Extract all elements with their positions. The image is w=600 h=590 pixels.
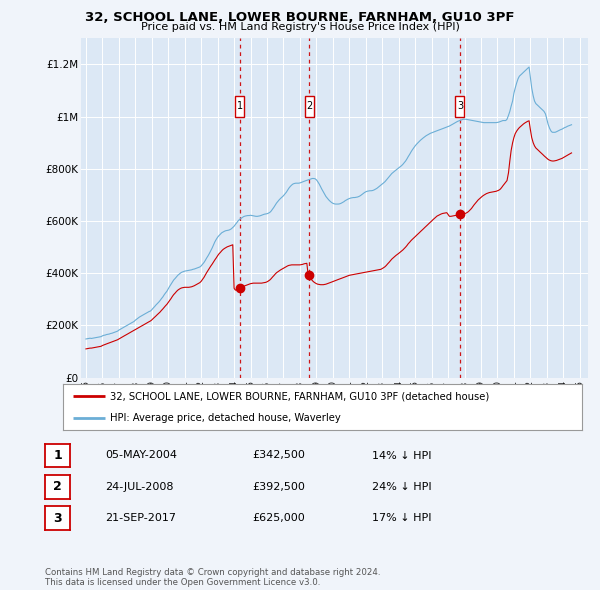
Text: £342,500: £342,500 bbox=[252, 451, 305, 460]
Text: Price paid vs. HM Land Registry's House Price Index (HPI): Price paid vs. HM Land Registry's House … bbox=[140, 22, 460, 32]
Text: 1: 1 bbox=[53, 449, 62, 462]
Text: £625,000: £625,000 bbox=[252, 513, 305, 523]
FancyBboxPatch shape bbox=[235, 96, 244, 117]
Text: 21-SEP-2017: 21-SEP-2017 bbox=[105, 513, 176, 523]
Text: 24% ↓ HPI: 24% ↓ HPI bbox=[372, 482, 431, 491]
Text: 14% ↓ HPI: 14% ↓ HPI bbox=[372, 451, 431, 460]
Text: 32, SCHOOL LANE, LOWER BOURNE, FARNHAM, GU10 3PF: 32, SCHOOL LANE, LOWER BOURNE, FARNHAM, … bbox=[85, 11, 515, 24]
Text: £392,500: £392,500 bbox=[252, 482, 305, 491]
Text: Contains HM Land Registry data © Crown copyright and database right 2024.
This d: Contains HM Land Registry data © Crown c… bbox=[45, 568, 380, 587]
FancyBboxPatch shape bbox=[305, 96, 314, 117]
Text: 3: 3 bbox=[53, 512, 62, 525]
FancyBboxPatch shape bbox=[455, 96, 464, 117]
Text: 2: 2 bbox=[53, 480, 62, 493]
Text: 32, SCHOOL LANE, LOWER BOURNE, FARNHAM, GU10 3PF (detached house): 32, SCHOOL LANE, LOWER BOURNE, FARNHAM, … bbox=[110, 391, 489, 401]
Text: 1: 1 bbox=[237, 101, 243, 111]
Text: 17% ↓ HPI: 17% ↓ HPI bbox=[372, 513, 431, 523]
Text: 24-JUL-2008: 24-JUL-2008 bbox=[105, 482, 173, 491]
Text: 3: 3 bbox=[457, 101, 463, 111]
Text: HPI: Average price, detached house, Waverley: HPI: Average price, detached house, Wave… bbox=[110, 413, 340, 423]
Text: 2: 2 bbox=[306, 101, 312, 111]
Text: 05-MAY-2004: 05-MAY-2004 bbox=[105, 451, 177, 460]
